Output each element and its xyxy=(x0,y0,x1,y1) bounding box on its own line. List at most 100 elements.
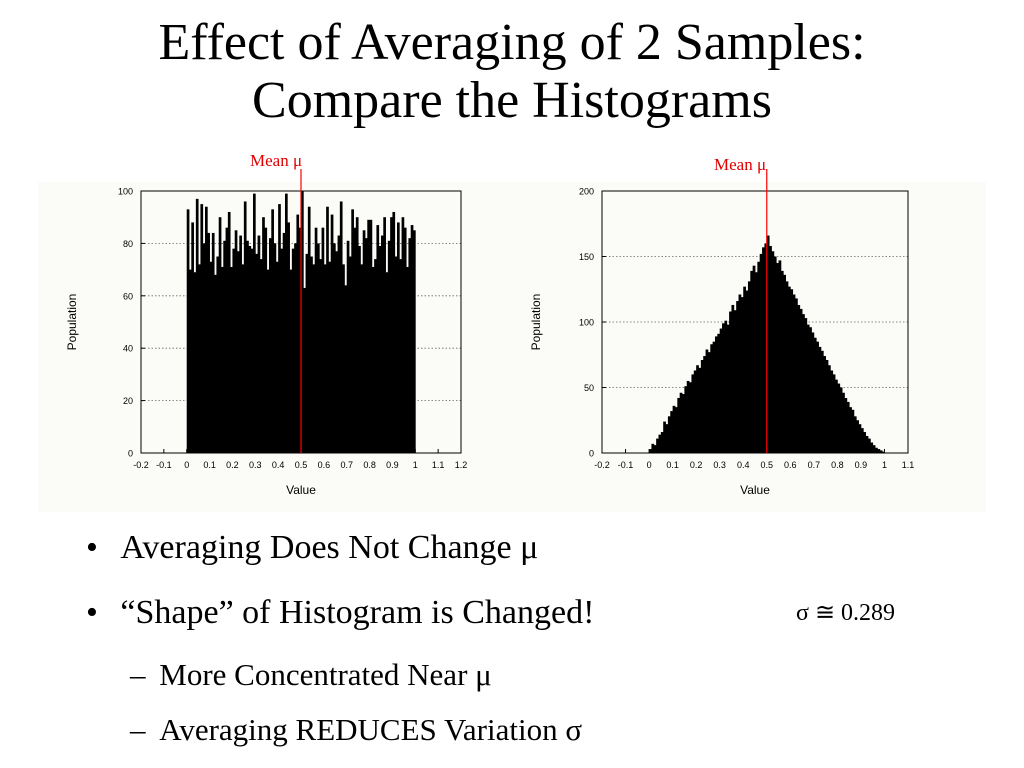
histogram-bar xyxy=(255,253,258,453)
histogram-bar xyxy=(802,314,805,453)
x-tick-label: 1.2 xyxy=(455,460,468,470)
histogram-bar xyxy=(371,266,375,453)
x-tick-label: 0 xyxy=(184,460,189,470)
histogram-bar xyxy=(186,209,190,453)
histogram-bar xyxy=(757,261,761,453)
histogram-bar xyxy=(875,447,878,453)
histogram-bar xyxy=(296,214,300,453)
histogram-bar xyxy=(656,438,659,453)
histogram-bar xyxy=(740,297,744,453)
histogram-bar xyxy=(785,281,789,453)
histogram-bar xyxy=(390,217,393,453)
histogram-bar xyxy=(745,290,749,453)
histogram-bar xyxy=(266,269,270,453)
histogram-bar xyxy=(369,219,373,453)
histogram-bar xyxy=(234,230,238,453)
histogram-bar xyxy=(799,308,803,453)
histogram-bar xyxy=(189,269,192,453)
histogram-bar xyxy=(207,232,210,453)
histogram-bar xyxy=(346,240,350,453)
histogram-bar xyxy=(410,225,414,453)
sub-bullet-item: – Averaging REDUCES Variation σ xyxy=(130,712,582,748)
x-tick-label: 0.6 xyxy=(784,460,797,470)
x-tick-label: -0.2 xyxy=(594,460,610,470)
histogram-bar xyxy=(783,274,786,453)
histogram-bar xyxy=(227,211,231,453)
histogram-bar xyxy=(712,341,716,453)
histogram-bar xyxy=(832,374,836,453)
histogram-bar xyxy=(851,409,855,453)
histogram-bar xyxy=(738,294,742,453)
x-tick-label: 1 xyxy=(413,460,418,470)
histogram-bar xyxy=(275,261,279,453)
histogram-bar xyxy=(408,238,412,453)
histogram-bar xyxy=(403,227,407,453)
histogram-bar xyxy=(342,264,345,453)
y-tick-label: 100 xyxy=(118,187,133,197)
title-line-2: Compare the Histograms xyxy=(252,72,772,129)
histogram-bar xyxy=(248,246,252,453)
histogram-bar xyxy=(698,367,702,453)
histogram-bar xyxy=(291,248,295,453)
histogram-bar xyxy=(294,243,297,453)
histogram-bar xyxy=(825,359,829,453)
histogram-bar xyxy=(660,432,664,453)
histogram-bar xyxy=(750,270,754,453)
histogram-bar xyxy=(787,286,791,453)
histogram-bar xyxy=(682,394,685,453)
histogram-bar xyxy=(397,222,400,453)
histogram-bar xyxy=(707,352,711,453)
histogram-bar xyxy=(298,227,302,453)
histogram-bar xyxy=(823,356,827,453)
histogram-bar xyxy=(842,392,845,453)
histogram-bar xyxy=(230,266,233,453)
histogram-bar xyxy=(882,451,885,453)
histogram-bar xyxy=(867,438,871,453)
x-tick-label: 0.4 xyxy=(272,460,285,470)
x-tick-label: 0.6 xyxy=(318,460,331,470)
mean-label-left: Mean μ xyxy=(250,151,303,170)
histogram-bar xyxy=(335,251,338,453)
histogram-bar xyxy=(310,256,313,453)
histogram-bar xyxy=(237,251,240,453)
histogram-uniform: 0 20 40 60 80 100 -0.2 -0.1 0 0.1 0.2 0.3 0.4 0.5 0.6 0… xyxy=(65,169,467,497)
histogram-bar xyxy=(837,383,841,453)
histogram-bar xyxy=(243,201,247,453)
histogram-bar xyxy=(406,266,409,453)
histogram-bar xyxy=(769,246,772,453)
x-tick-label: -0.1 xyxy=(156,460,172,470)
histogram-bar xyxy=(280,248,284,453)
histogram-bar xyxy=(651,443,655,453)
histogram-bar xyxy=(705,349,709,453)
histogram-bar xyxy=(856,420,859,453)
histogram-bar xyxy=(827,365,831,453)
y-tick-label: 150 xyxy=(579,252,594,262)
histogram-bar xyxy=(696,365,699,453)
histogram-bar xyxy=(241,264,245,453)
histogram-bar xyxy=(860,428,864,453)
histogram-bar xyxy=(399,259,402,453)
sub-bullet-text: Averaging REDUCES Variation σ xyxy=(159,712,583,747)
histogram-bar xyxy=(303,287,306,453)
histogram-bar xyxy=(759,253,763,453)
histogram-bar xyxy=(776,263,779,453)
histogram-bar xyxy=(330,214,334,453)
histogram-bar xyxy=(271,209,274,453)
histogram-bar xyxy=(818,346,822,453)
x-tick-label: 0.2 xyxy=(226,460,239,470)
bullet-marker: • xyxy=(86,529,98,566)
histogram-bar xyxy=(733,310,737,453)
histogram-bar xyxy=(816,341,819,453)
histogram-bar xyxy=(703,356,706,453)
histogram-bar xyxy=(351,209,354,453)
histogram-bar xyxy=(305,253,309,453)
x-tick-label: 0.2 xyxy=(690,460,703,470)
x-tick-label: 0.4 xyxy=(737,460,750,470)
histogram-bar xyxy=(724,320,728,453)
histogram-bar xyxy=(381,235,384,453)
histogram-bar xyxy=(337,235,341,453)
x-tick-label: 0.5 xyxy=(295,460,308,470)
histogram-bar xyxy=(339,201,343,453)
x-tick-label: -0.2 xyxy=(133,460,149,470)
histogram-bar xyxy=(858,424,862,453)
